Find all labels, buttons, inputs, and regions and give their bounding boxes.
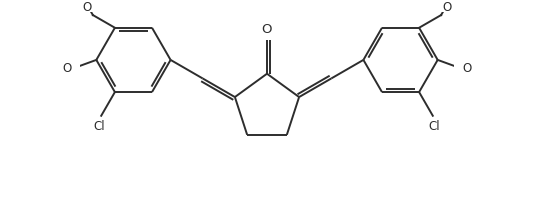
Text: O: O [83, 1, 92, 14]
Text: O: O [442, 1, 451, 14]
Text: O: O [262, 23, 272, 36]
Text: Cl: Cl [429, 120, 441, 133]
Text: O: O [62, 62, 72, 75]
Text: Cl: Cl [93, 120, 105, 133]
Text: O: O [462, 62, 472, 75]
